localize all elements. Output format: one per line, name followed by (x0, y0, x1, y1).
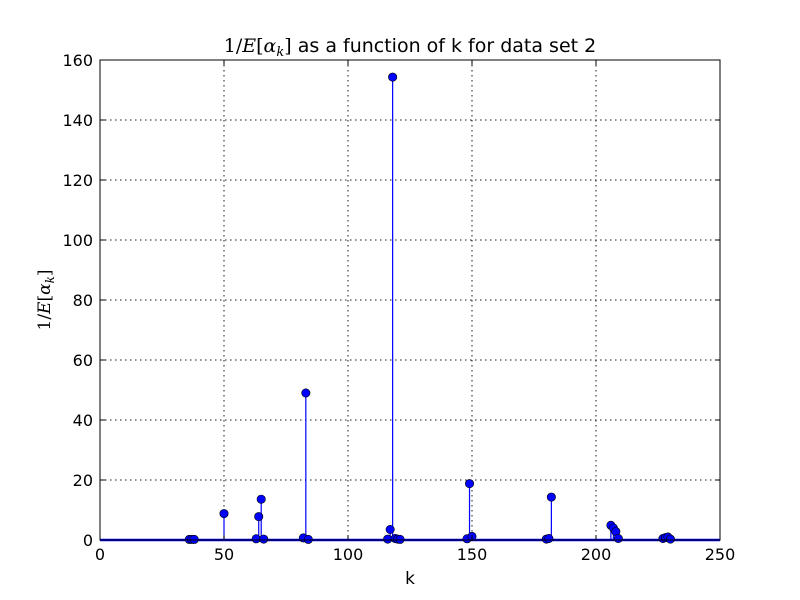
chart-title: 1/E[αk] as a function of k for data set … (224, 35, 596, 60)
y-tick-label: 40 (73, 411, 93, 430)
x-tick-label: 150 (457, 545, 488, 564)
x-axis-label: k (405, 569, 415, 589)
title-alpha: α (264, 35, 277, 57)
stem-marker (254, 512, 264, 522)
y-tick-label: 60 (73, 351, 93, 370)
ylabel-numerator: 1/ (35, 314, 55, 331)
stem-marker (385, 524, 395, 534)
x-tick-labels: 0 50 100 150 200 250 (95, 545, 735, 564)
ylabel-expectation: E (35, 301, 55, 315)
title-expectation: E (241, 35, 256, 57)
stem-marker (383, 534, 393, 544)
y-tick-label: 120 (62, 171, 93, 190)
stem-marker (546, 492, 556, 502)
title-close-bracket: ] (284, 35, 291, 57)
stem-marker (256, 494, 266, 504)
stem-marker (251, 534, 261, 544)
x-tick-label: 200 (581, 545, 612, 564)
stem-marker (301, 388, 311, 398)
y-tick-label: 100 (62, 231, 93, 250)
ticks (99, 59, 721, 541)
x-tick-label: 50 (214, 545, 234, 564)
y-axis-label: 1/E[αk] (35, 269, 57, 330)
x-tick-label: 0 (95, 545, 105, 564)
title-subscript: k (276, 45, 284, 60)
ylabel-alpha: α (35, 283, 55, 295)
title-numerator: 1/ (224, 35, 243, 57)
ylabel-close-bracket: ] (35, 269, 55, 276)
ylabel-subscript: k (43, 276, 57, 283)
title-open-bracket: [ (256, 35, 263, 57)
stem-marker (613, 533, 623, 543)
y-tick-label: 140 (62, 111, 93, 130)
title-suffix: as a function of k for data set 2 (292, 35, 597, 57)
y-tick-label: 0 (83, 531, 93, 550)
y-tick-labels: 0 20 40 60 80 100 120 140 160 (62, 51, 93, 550)
x-tick-label: 250 (705, 545, 736, 564)
ylabel-open-bracket: [ (35, 295, 55, 302)
y-tick-label: 20 (73, 471, 93, 490)
stem-marker (395, 534, 405, 544)
stem-marker (259, 534, 269, 544)
stem-marker (544, 533, 554, 543)
x-tick-label: 100 (333, 545, 364, 564)
markers (184, 72, 675, 544)
stem-marker (189, 534, 199, 544)
stem-marker (303, 534, 313, 544)
stem-marker (219, 509, 229, 519)
y-tick-label: 80 (73, 291, 93, 310)
stem-marker (465, 479, 475, 489)
y-tick-label: 160 (62, 51, 93, 70)
grid (100, 60, 720, 540)
stem-marker (665, 534, 675, 544)
stem-marker (388, 72, 398, 82)
